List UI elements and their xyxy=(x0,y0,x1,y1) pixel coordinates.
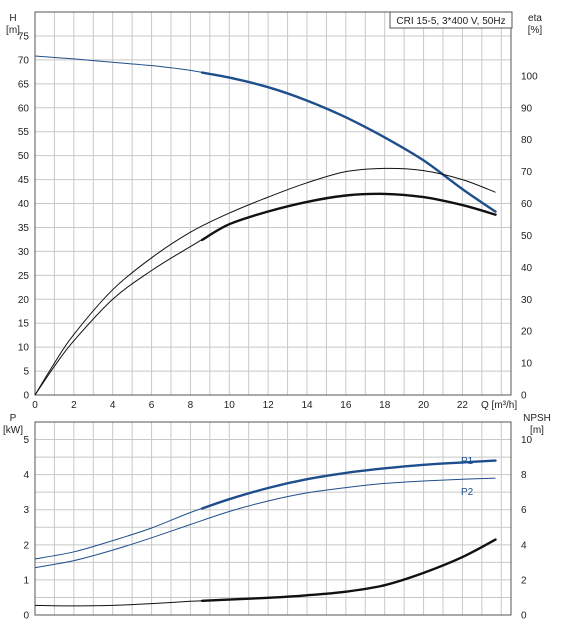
right-tick-label: 4 xyxy=(521,540,527,551)
x-tick-label: 4 xyxy=(110,400,116,411)
left-tick-label: 2 xyxy=(23,540,29,551)
right-tick-label: 0 xyxy=(521,611,527,622)
right-tick-label: 50 xyxy=(521,231,533,242)
left-tick-label: 35 xyxy=(18,223,30,234)
x-tick-label: 2 xyxy=(71,400,77,411)
right-tick-label: 100 xyxy=(521,71,538,82)
right-tick-label: 2 xyxy=(521,575,527,586)
left-tick-label: 5 xyxy=(23,367,29,378)
series-bold-h xyxy=(200,71,497,213)
right-tick-label: 6 xyxy=(521,505,527,516)
series-label-p1: P1 xyxy=(461,456,474,467)
x-tick-label: 12 xyxy=(263,400,275,411)
right-tick-label: 90 xyxy=(521,103,533,114)
h-axis-label-line2: [m] xyxy=(6,25,20,36)
series-label-p2: P2 xyxy=(461,487,474,498)
right-tick-label: 70 xyxy=(521,167,533,178)
series-line-p2 xyxy=(34,477,496,569)
series-line-eta-lower xyxy=(34,193,496,396)
right-tick-label: 20 xyxy=(521,327,533,338)
right-tick-label: 60 xyxy=(521,199,533,210)
left-tick-label: 1 xyxy=(23,575,29,586)
left-tick-label: 30 xyxy=(18,247,30,258)
right-tick-label: 80 xyxy=(521,135,533,146)
left-tick-label: 60 xyxy=(18,103,30,114)
chart-title: CRI 15-5, 3*400 V, 50Hz xyxy=(396,16,505,27)
p-axis-label-line1: P xyxy=(10,413,17,424)
right-tick-label: 30 xyxy=(521,295,533,306)
left-tick-label: 5 xyxy=(23,435,29,446)
left-tick-label: 0 xyxy=(23,391,29,402)
right-tick-label: 0 xyxy=(521,391,527,402)
left-tick-label: 15 xyxy=(18,319,30,330)
x-tick-label: 16 xyxy=(340,400,352,411)
head-efficiency-panel: 0510152025303540455055606570750102030405… xyxy=(18,11,538,411)
series-line-h xyxy=(34,55,496,213)
eta-axis-label-line1: eta xyxy=(528,13,542,24)
x-tick-label: 18 xyxy=(379,400,391,411)
left-tick-label: 75 xyxy=(18,31,30,42)
left-tick-label: 65 xyxy=(18,79,30,90)
x-tick-label: 14 xyxy=(301,400,313,411)
right-tick-label: 40 xyxy=(521,263,533,274)
series-bold-p1 xyxy=(200,459,497,510)
title-box xyxy=(389,11,513,29)
left-tick-label: 70 xyxy=(18,55,30,66)
x-tick-label: 20 xyxy=(418,400,430,411)
q-axis-label: Q [m³/h] xyxy=(481,400,517,411)
npsh-axis-label-line1: NPSH xyxy=(523,413,551,424)
right-tick-label: 10 xyxy=(521,359,533,370)
x-tick-label: 22 xyxy=(457,400,469,411)
left-tick-label: 0 xyxy=(23,611,29,622)
left-tick-label: 10 xyxy=(18,343,30,354)
p-axis-label-line2: [kW] xyxy=(3,425,23,436)
series-line-eta-upper xyxy=(34,167,496,396)
left-tick-label: 4 xyxy=(23,470,29,481)
x-tick-label: 10 xyxy=(224,400,236,411)
right-tick-label: 8 xyxy=(521,470,527,481)
npsh-axis-label-line2: [m] xyxy=(530,425,544,436)
x-tick-label: 8 xyxy=(188,400,194,411)
h-axis-label-line1: H xyxy=(9,13,16,24)
power-npsh-panel: 0 1 2 3 4 5 0 2 4 6 8 10 xyxy=(23,421,533,622)
left-tick-label: 25 xyxy=(18,271,30,282)
series-bold-npsh xyxy=(200,538,497,602)
left-tick-label: 50 xyxy=(18,151,30,162)
left-tick-label: 40 xyxy=(18,199,30,210)
x-tick-label: 0 xyxy=(32,400,38,411)
eta-axis-label-line2: [%] xyxy=(528,25,543,36)
left-tick-label: 3 xyxy=(23,505,29,516)
x-tick-label: 6 xyxy=(149,400,155,411)
plot-frame xyxy=(34,11,512,396)
left-tick-label: 45 xyxy=(18,175,30,186)
plot-frame xyxy=(34,421,512,616)
series-bold-eta-lower xyxy=(200,192,497,242)
left-tick-label: 55 xyxy=(18,127,30,138)
left-tick-label: 20 xyxy=(18,295,30,306)
right-tick-label: 10 xyxy=(521,435,533,446)
